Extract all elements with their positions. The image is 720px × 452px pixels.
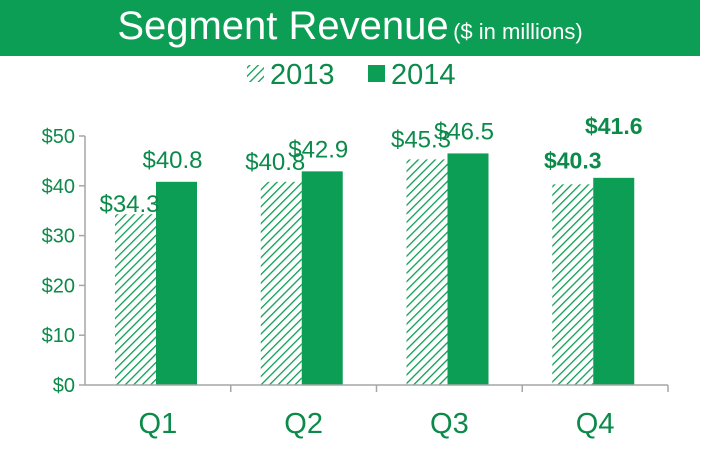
y-axis: $0 $10 $20 $30 $40 $50: [42, 126, 86, 397]
bar-2014-Q2: [301, 171, 343, 385]
y-tick-label: $0: [53, 375, 75, 397]
y-tick-label: $50: [42, 126, 75, 148]
x-tick-label-Q3: Q3: [430, 408, 469, 440]
bar-2013-Q2: [260, 181, 302, 385]
legend-label-2014: 2014: [391, 59, 456, 91]
bar-2013-Q4: [552, 184, 594, 385]
data-label-2014-Q2: $42.9: [288, 136, 348, 163]
chart-title: Segment Revenue: [117, 4, 449, 48]
legend-label-2013: 2013: [270, 59, 335, 91]
x-tick-label-Q4: Q4: [576, 408, 615, 440]
bar-2013-Q3: [406, 159, 448, 385]
bar-2014-Q1: [156, 181, 197, 385]
y-tick-label: $10: [42, 325, 75, 347]
y-tick-label: $20: [42, 275, 75, 297]
legend-swatch-2013: [247, 65, 264, 82]
x-tick-label-Q2: Q2: [284, 408, 323, 440]
chart-title-bar: Segment Revenue ($ in millions): [0, 0, 700, 56]
bars: [115, 153, 635, 385]
data-label-2013-Q2: $40.8: [245, 149, 305, 176]
chart-subtitle: ($ in millions): [453, 19, 583, 44]
data-label-2014-Q1: $40.8: [142, 147, 202, 174]
x-tick-label-Q1: Q1: [139, 408, 178, 440]
y-tick-label: $30: [42, 226, 75, 248]
legend-swatch-2014: [368, 65, 385, 82]
data-label-2013-Q4: $40.3: [544, 147, 602, 173]
bar-2014-Q4: [593, 177, 635, 385]
x-axis: Q1 Q2 Q3 Q4: [85, 384, 669, 440]
bar-2014-Q3: [447, 153, 489, 385]
data-label-2014-Q3: $46.5: [434, 118, 494, 145]
legend: 2013 2014: [247, 59, 456, 91]
data-label-2013-Q1: $34.3: [99, 191, 159, 218]
data-labels: $34.3$40.8 $40.8$42.9 $45.3$46.5$40.3$41.6: [99, 113, 642, 218]
bar-2013-Q1: [115, 214, 156, 385]
y-tick-label: $40: [42, 176, 75, 198]
data-label-2014-Q4: $41.6: [585, 113, 643, 139]
data-label-2013-Q3: $45.3: [391, 126, 451, 153]
